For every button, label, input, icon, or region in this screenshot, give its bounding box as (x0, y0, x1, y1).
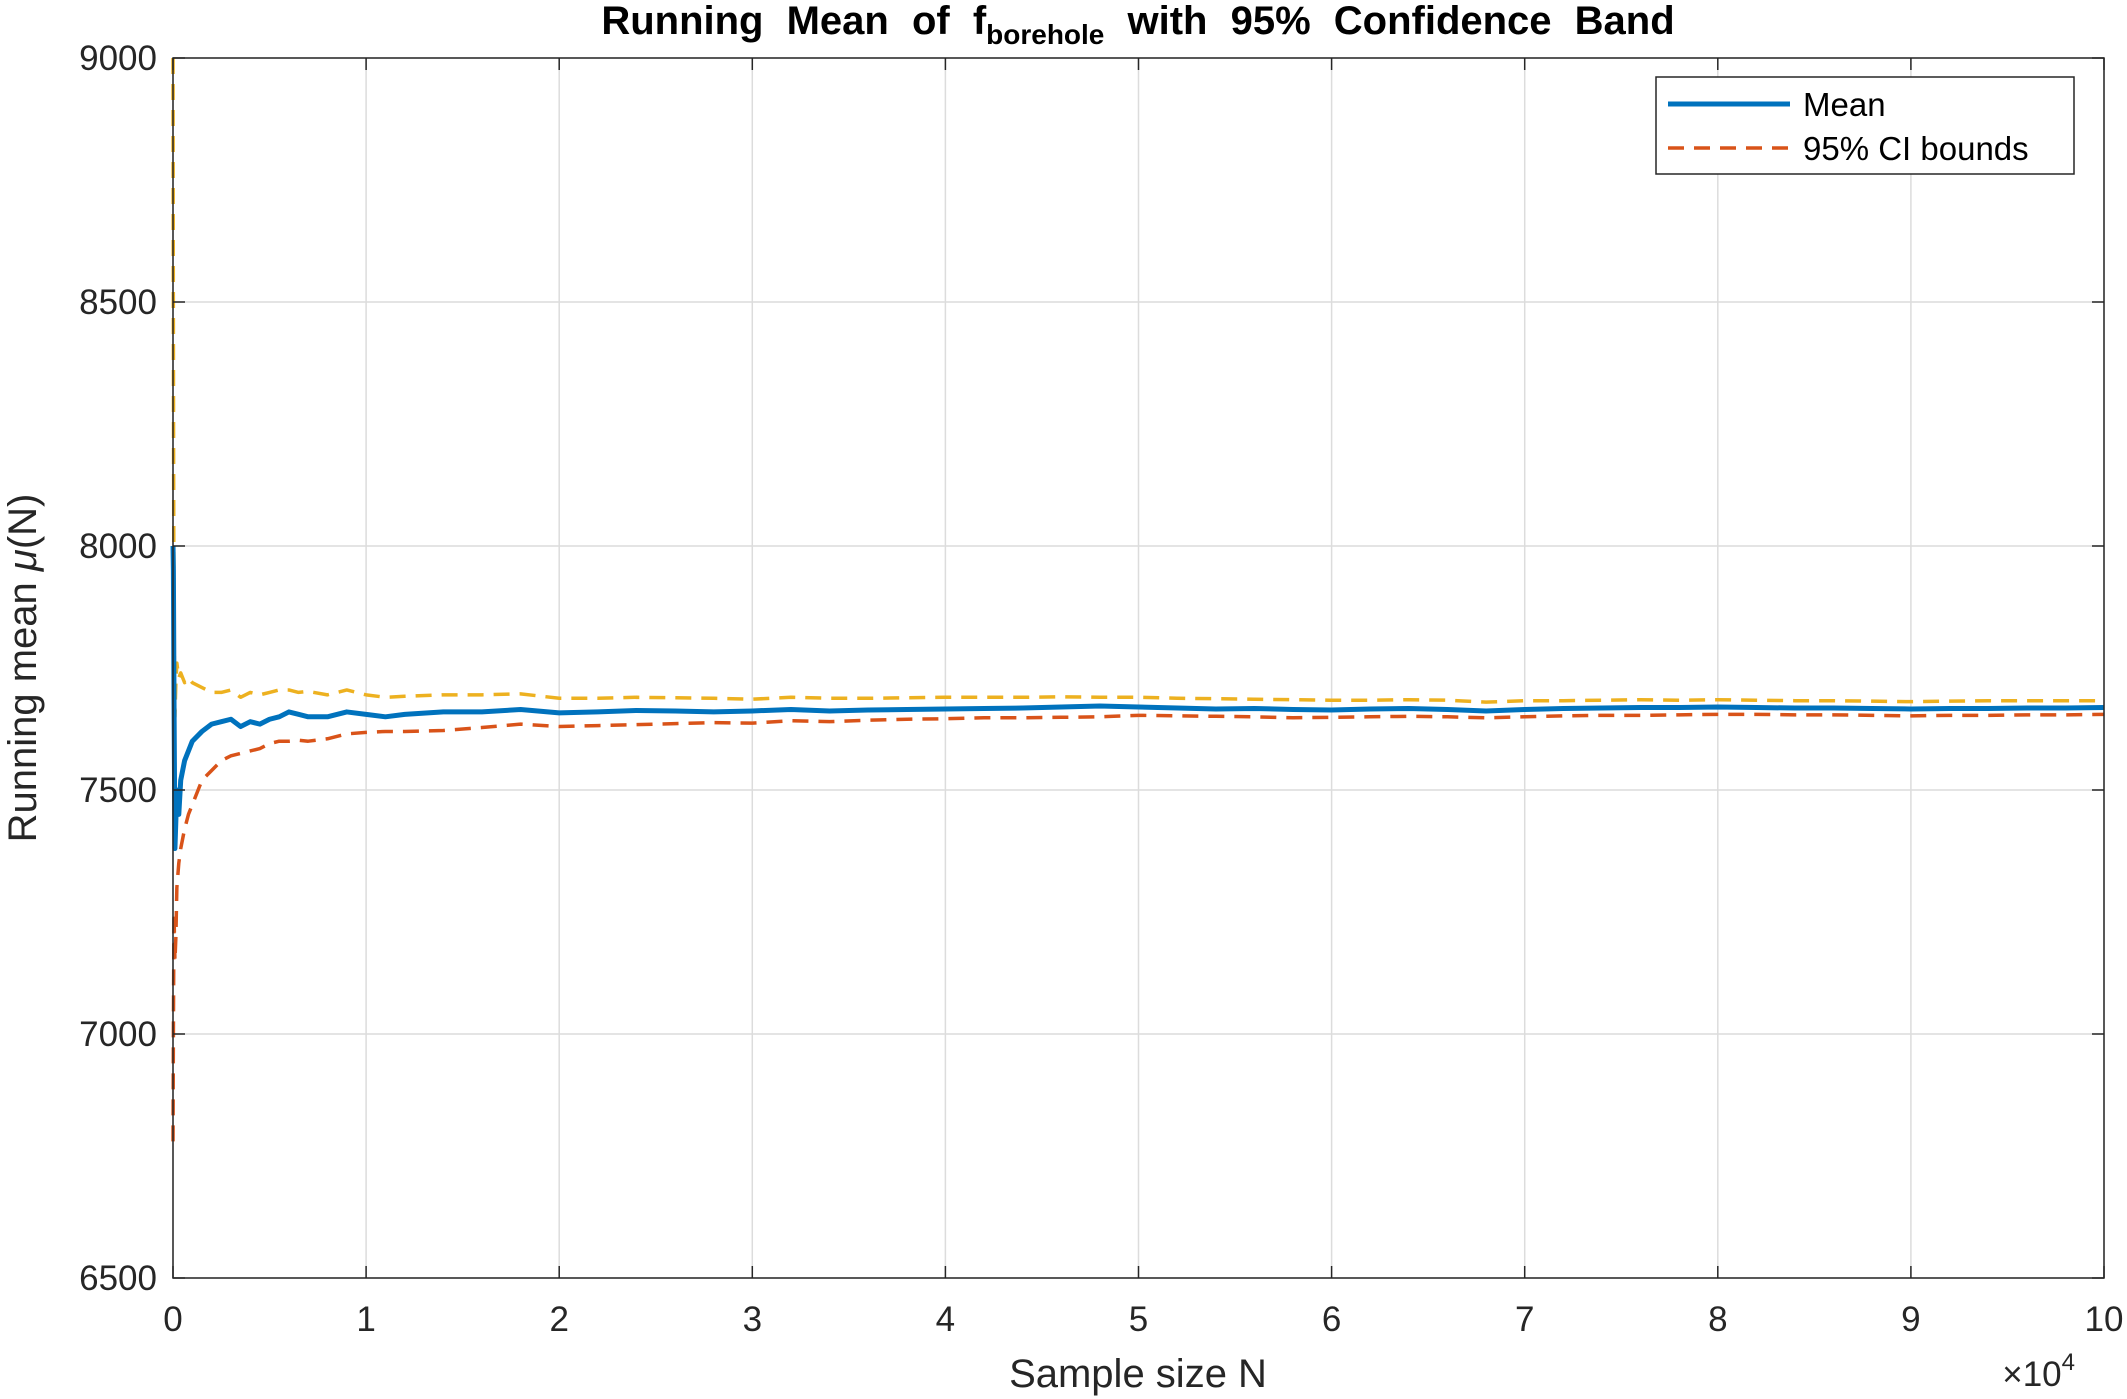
x-tick-label: 3 (743, 1300, 762, 1339)
y-tick-label: 8000 (79, 527, 157, 566)
y-tick-label: 9000 (79, 39, 157, 78)
mean-line (170, 545, 2105, 852)
ci-lower-bound-line (171, 712, 2105, 1142)
y-axis-label-text: Running mean (1, 571, 45, 842)
x-tick-label: 10 (2085, 1300, 2124, 1339)
legend-mean-label: Mean (1803, 86, 1886, 123)
chart-title: Running Mean of fborehole with 95% Confi… (601, 0, 1674, 50)
x-tick-label: 8 (1708, 1300, 1727, 1339)
chart-title-main: Running Mean of f (601, 0, 987, 43)
y-axis-label: Running mean μ(N) (1, 494, 45, 843)
axis-ticks: 0 1 2 3 4 5 6 7 8 9 10 6500 7000 7500 8000 8500 9000 (79, 39, 2123, 1339)
x-axis-exponent-base: ×10 (2002, 1355, 2061, 1394)
x-tick-label: 1 (356, 1300, 375, 1339)
x-tick-label: 7 (1515, 1300, 1534, 1339)
y-tick-label: 7000 (79, 1015, 157, 1054)
ci-upper-bound-line (171, 57, 2104, 719)
series-layer (170, 57, 2105, 1142)
legend-box (1655, 76, 2075, 175)
y-axis-label-suffix: (N) (1, 494, 45, 550)
y-tick-label: 8500 (79, 283, 157, 322)
x-tick-label: 9 (1901, 1300, 1920, 1339)
x-axis-exponent-label: ×104 (2002, 1349, 2075, 1394)
x-axis-label: Sample size N (1009, 1352, 1267, 1396)
x-axis-exponent-power: 4 (2062, 1349, 2075, 1376)
y-tick-label: 7500 (79, 771, 157, 810)
x-tick-label: 6 (1322, 1300, 1341, 1339)
x-tick-label: 5 (1129, 1300, 1148, 1339)
legend: Mean 95% CI bounds (1655, 76, 2075, 175)
y-tick-label: 6500 (79, 1259, 157, 1298)
chart-title-subscript: borehole (986, 19, 1104, 50)
x-tick-label: 0 (163, 1300, 182, 1339)
x-tick-label: 4 (936, 1300, 955, 1339)
x-tick-label: 2 (549, 1300, 568, 1339)
chart-title-rest: with 95% Confidence Band (1104, 0, 1674, 43)
y-axis-label-symbol: μ (1, 549, 45, 572)
legend-ci-label: 95% CI bounds (1803, 130, 2029, 167)
